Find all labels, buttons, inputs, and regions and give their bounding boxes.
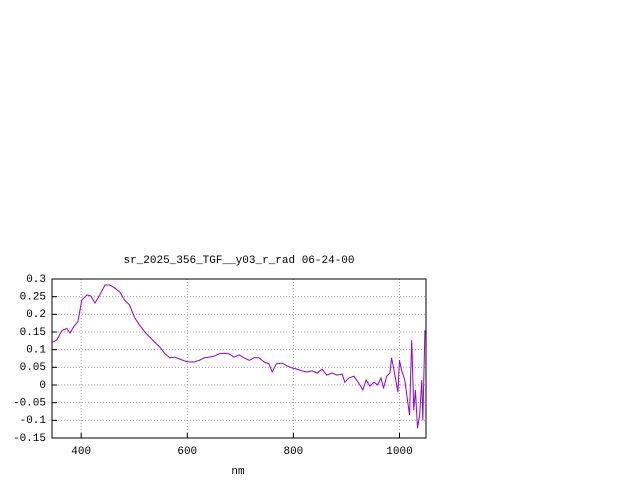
y-tick-label: 0.25 [20,292,46,304]
y-tick-label: -0.1 [20,415,47,427]
y-tick-label: 0.3 [26,274,46,286]
y-tick-label: 0.1 [26,345,46,357]
x-tick-label: 600 [177,446,197,458]
y-tick-label: -0.15 [13,433,46,445]
y-tick-label: 0.2 [26,309,46,321]
y-tick-label: 0 [39,380,46,392]
x-tick-label: 800 [283,446,303,458]
y-tick-label: 0.05 [20,362,46,374]
y-tick-label: 0.15 [20,327,46,339]
chart-title: sr_2025_356_TGF__y03_r_rad 06-24-00 [123,255,354,267]
x-axis-label: nm [231,466,245,478]
y-tick-label: -0.05 [13,398,46,410]
x-tick-label: 1000 [386,446,412,458]
data-line [51,284,426,429]
x-tick-label: 400 [71,446,91,458]
plot-frame [51,278,427,439]
